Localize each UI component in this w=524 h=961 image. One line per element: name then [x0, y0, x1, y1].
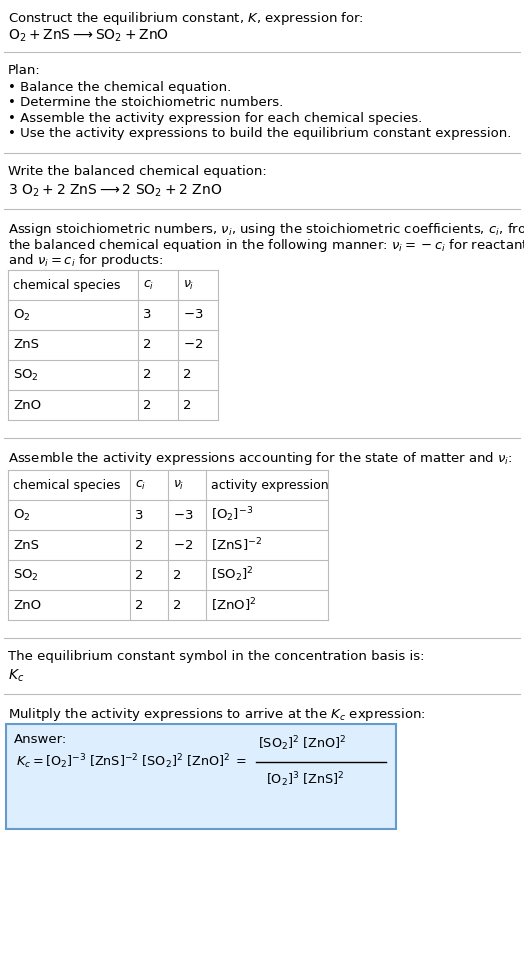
Text: 2: 2	[183, 399, 191, 411]
Text: $\mathrm{SO_2}$: $\mathrm{SO_2}$	[13, 367, 39, 382]
Text: Construct the equilibrium constant, $K$, expression for:: Construct the equilibrium constant, $K$,…	[8, 10, 364, 27]
Text: Assign stoichiometric numbers, $\nu_i$, using the stoichiometric coefficients, $: Assign stoichiometric numbers, $\nu_i$, …	[8, 221, 524, 238]
Text: $\mathrm{3\ O_2 + 2\ ZnS \longrightarrow 2\ SO_2 + 2\ ZnO}$: $\mathrm{3\ O_2 + 2\ ZnS \longrightarrow…	[8, 183, 222, 199]
Text: chemical species: chemical species	[13, 479, 121, 491]
Text: activity expression: activity expression	[211, 479, 329, 491]
Text: ZnO: ZnO	[13, 399, 41, 411]
Text: 2: 2	[173, 569, 181, 581]
Text: $K_c$: $K_c$	[8, 668, 24, 684]
Text: ZnO: ZnO	[13, 599, 41, 611]
Text: $[\mathrm{ZnO}]^{2}$: $[\mathrm{ZnO}]^{2}$	[211, 596, 256, 614]
Text: Plan:: Plan:	[8, 64, 41, 77]
Text: $\nu_i$: $\nu_i$	[173, 479, 184, 491]
Text: 2: 2	[143, 399, 151, 411]
Text: $[\mathrm{SO_2}]^{2}$: $[\mathrm{SO_2}]^{2}$	[211, 566, 254, 584]
Text: Answer:: Answer:	[14, 733, 67, 746]
FancyBboxPatch shape	[6, 724, 396, 829]
Text: $\nu_i$: $\nu_i$	[183, 279, 194, 291]
Text: • Use the activity expressions to build the equilibrium constant expression.: • Use the activity expressions to build …	[8, 128, 511, 140]
Text: $K_c = [\mathrm{O_2}]^{-3}\ [\mathrm{ZnS}]^{-2}\ [\mathrm{SO_2}]^{2}\ [\mathrm{Z: $K_c = [\mathrm{O_2}]^{-3}\ [\mathrm{ZnS…	[16, 752, 247, 772]
Text: $c_i$: $c_i$	[143, 279, 154, 291]
Text: $\mathrm{O_2}$: $\mathrm{O_2}$	[13, 308, 30, 323]
Text: Assemble the activity expressions accounting for the state of matter and $\nu_i$: Assemble the activity expressions accoun…	[8, 450, 512, 467]
Text: $\mathrm{SO_2}$: $\mathrm{SO_2}$	[13, 567, 39, 582]
Text: ZnS: ZnS	[13, 538, 39, 552]
Text: 2: 2	[173, 599, 181, 611]
Text: • Determine the stoichiometric numbers.: • Determine the stoichiometric numbers.	[8, 96, 283, 110]
Text: $[\mathrm{O_2}]^{-3}$: $[\mathrm{O_2}]^{-3}$	[211, 505, 253, 525]
Text: 2: 2	[135, 599, 144, 611]
Text: Write the balanced chemical equation:: Write the balanced chemical equation:	[8, 165, 267, 178]
Text: $-3$: $-3$	[183, 308, 203, 322]
Text: • Balance the chemical equation.: • Balance the chemical equation.	[8, 81, 231, 94]
Text: the balanced chemical equation in the following manner: $\nu_i = -c_i$ for react: the balanced chemical equation in the fo…	[8, 236, 524, 254]
Text: $c_i$: $c_i$	[135, 479, 146, 491]
Text: $[\mathrm{SO_2}]^{2}\ [\mathrm{ZnO}]^{2}$: $[\mathrm{SO_2}]^{2}\ [\mathrm{ZnO}]^{2}…	[258, 734, 346, 753]
Text: • Assemble the activity expression for each chemical species.: • Assemble the activity expression for e…	[8, 112, 422, 125]
Text: 2: 2	[143, 338, 151, 352]
Text: 2: 2	[143, 368, 151, 382]
Text: The equilibrium constant symbol in the concentration basis is:: The equilibrium constant symbol in the c…	[8, 650, 424, 663]
Text: $\mathrm{O_2 + ZnS \longrightarrow SO_2 + ZnO}$: $\mathrm{O_2 + ZnS \longrightarrow SO_2 …	[8, 28, 169, 44]
Text: $[\mathrm{O_2}]^{3}\ [\mathrm{ZnS}]^{2}$: $[\mathrm{O_2}]^{3}\ [\mathrm{ZnS}]^{2}$	[266, 771, 344, 789]
Text: and $\nu_i = c_i$ for products:: and $\nu_i = c_i$ for products:	[8, 252, 163, 269]
Text: 3: 3	[135, 508, 144, 522]
Text: 2: 2	[183, 368, 191, 382]
Text: $[\mathrm{ZnS}]^{-2}$: $[\mathrm{ZnS}]^{-2}$	[211, 536, 262, 554]
Text: ZnS: ZnS	[13, 338, 39, 352]
Text: 2: 2	[135, 538, 144, 552]
Text: Mulitply the activity expressions to arrive at the $K_c$ expression:: Mulitply the activity expressions to arr…	[8, 706, 426, 723]
Text: $\mathrm{O_2}$: $\mathrm{O_2}$	[13, 507, 30, 523]
Text: $-2$: $-2$	[183, 338, 203, 352]
Text: 2: 2	[135, 569, 144, 581]
Text: 3: 3	[143, 308, 151, 322]
Text: chemical species: chemical species	[13, 279, 121, 291]
Text: $-2$: $-2$	[173, 538, 193, 552]
Text: $-3$: $-3$	[173, 508, 193, 522]
